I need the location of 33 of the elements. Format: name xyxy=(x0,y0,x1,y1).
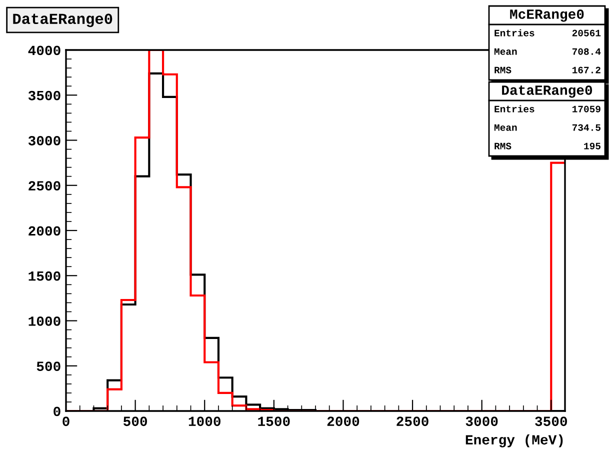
y-tick-label: 2500 xyxy=(28,181,60,191)
x-tick-label: 3000 xyxy=(466,416,498,426)
annotation: DataERange0 xyxy=(502,85,592,98)
annotation: RMS xyxy=(494,142,512,150)
x-tick-label: 500 xyxy=(124,416,148,426)
y-tick-label: 1000 xyxy=(28,316,60,326)
y-tick-label: 4000 xyxy=(28,46,60,56)
x-tick-label: 1500 xyxy=(258,416,290,426)
text: Entries xyxy=(494,29,534,36)
y-tick-label: 0 xyxy=(54,406,60,416)
text: 195 xyxy=(584,142,600,150)
text: McERange0 xyxy=(510,9,584,22)
text: 20561 xyxy=(572,30,601,36)
x-axis-title: Energy (MeV) xyxy=(466,434,563,448)
y-tick-label: 2000 xyxy=(28,226,60,236)
annotation: RMS xyxy=(494,66,512,74)
text: 708.4 xyxy=(572,48,601,55)
y-tick-label: 3500 xyxy=(28,90,60,100)
annotation: Mean xyxy=(494,48,517,55)
text: 167.2 xyxy=(572,66,600,74)
chart-title: DataERange0 xyxy=(13,14,112,28)
y-tick-label: 500 xyxy=(36,362,60,372)
x-tick-label: 0 xyxy=(62,416,70,426)
y-tick-label: 3000 xyxy=(28,136,60,146)
text: 734.5 xyxy=(572,124,600,131)
x-tick-label: 2500 xyxy=(396,416,428,426)
annotation: Mean xyxy=(494,124,517,131)
annotation: Entries xyxy=(494,105,534,112)
x-tick-label: 3500 xyxy=(535,416,568,426)
y-tick-label: 1500 xyxy=(28,271,60,281)
text: 17059 xyxy=(572,106,600,112)
x-tick-label: 1000 xyxy=(188,416,220,426)
x-tick-label: 2000 xyxy=(327,416,360,426)
